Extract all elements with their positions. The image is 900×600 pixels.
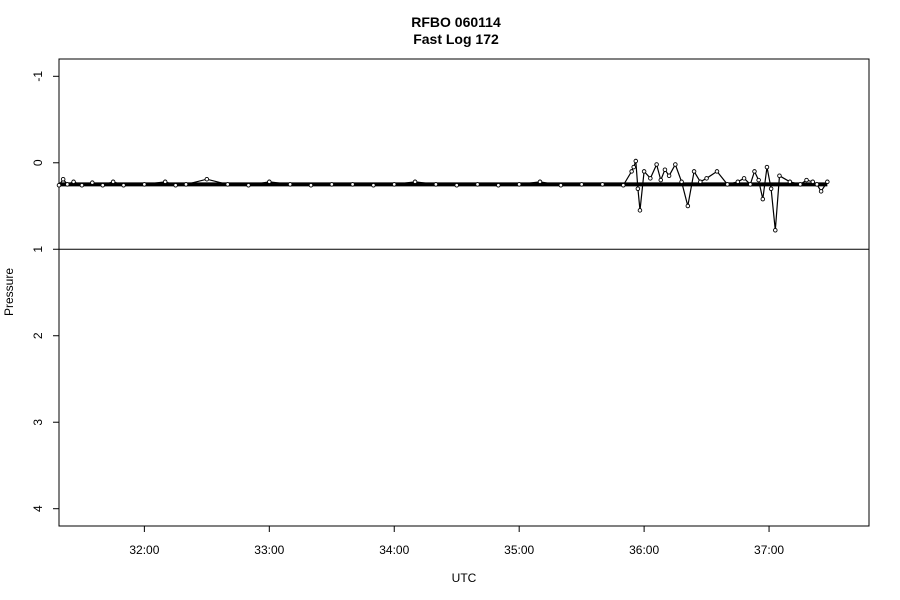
data-point [741,176,747,181]
data-point [777,173,782,178]
data-point [371,183,376,188]
data-point [631,164,636,170]
data-point [600,182,605,187]
data-point [162,179,168,185]
data-point [267,179,272,185]
x-axis: 32:00 33:00 34:00 35:00 36:00 37:00 [129,526,784,557]
data-point [735,179,741,185]
data-point [71,179,76,185]
data-point [662,167,668,172]
plot-area [58,58,870,527]
data-point [475,182,480,187]
data-point [725,182,730,187]
data-point [412,179,418,185]
y-tick-label: 3 [31,419,45,426]
data-point [350,182,355,187]
data-point [100,183,105,188]
data-point [798,182,803,187]
data-point [621,183,626,188]
data-point [110,179,116,185]
data-point [633,158,639,164]
data-point [635,186,641,191]
chart-title: RFBO 060114 [411,14,501,30]
data-point [142,182,147,187]
data-point [65,182,70,187]
data-point [666,173,672,178]
series-layer [56,158,830,233]
data-point [121,183,126,188]
data-point [768,186,774,191]
data-point [804,177,809,183]
data-point [752,169,757,174]
x-tick-label: 32:00 [129,543,159,557]
data-point [714,169,720,174]
data-point [825,179,830,185]
data-point [764,164,770,170]
x-axis-label: UTC [452,571,477,585]
data-point [60,176,66,182]
data-point [56,183,62,188]
x-tick-label: 33:00 [254,543,284,557]
x-tick-label: 36:00 [629,543,659,557]
x-tick-label: 34:00 [379,543,409,557]
chart-subtitle: Fast Log 172 [413,31,499,47]
data-point [558,183,564,188]
x-tick-label: 35:00 [504,543,534,557]
data-point [183,182,189,187]
data-point [648,176,653,181]
data-point [433,182,439,187]
series-line [58,160,828,231]
y-tick-label: 2 [31,332,45,339]
data-point [496,183,501,188]
data-point [204,176,210,182]
y-axis-label: Pressure [2,268,16,316]
data-point [810,179,816,185]
y-tick-label: 0 [31,159,45,166]
data-point [246,183,251,188]
data-point [173,183,178,188]
data-point [225,182,230,187]
data-point [90,180,95,185]
data-point [308,183,314,188]
data-point [814,182,820,187]
data-point [637,208,643,213]
y-tick-label: -1 [31,71,45,82]
data-point [454,183,459,188]
data-point [679,179,684,185]
data-point [654,162,659,167]
data-point [773,227,778,233]
data-point [787,179,793,185]
data-point [391,182,397,187]
data-point [698,179,703,185]
data-point [756,177,761,183]
data-point [79,183,85,188]
data-point [748,182,753,187]
data-point [685,203,691,209]
data-point [329,182,335,187]
data-point [760,196,766,202]
y-axis: -1 0 1 2 3 4 [31,71,59,512]
data-point [818,189,824,194]
y-tick-label: 1 [31,246,45,253]
data-point [537,179,543,185]
data-point [287,182,293,187]
x-tick-label: 37:00 [754,543,784,557]
data-point [658,177,664,183]
data-point [629,169,634,174]
data-point [704,176,709,181]
data-point [691,169,697,174]
data-point [641,169,647,174]
y-tick-label: 4 [31,505,45,512]
data-point [516,182,522,187]
data-point [673,162,678,167]
data-point [579,182,584,187]
